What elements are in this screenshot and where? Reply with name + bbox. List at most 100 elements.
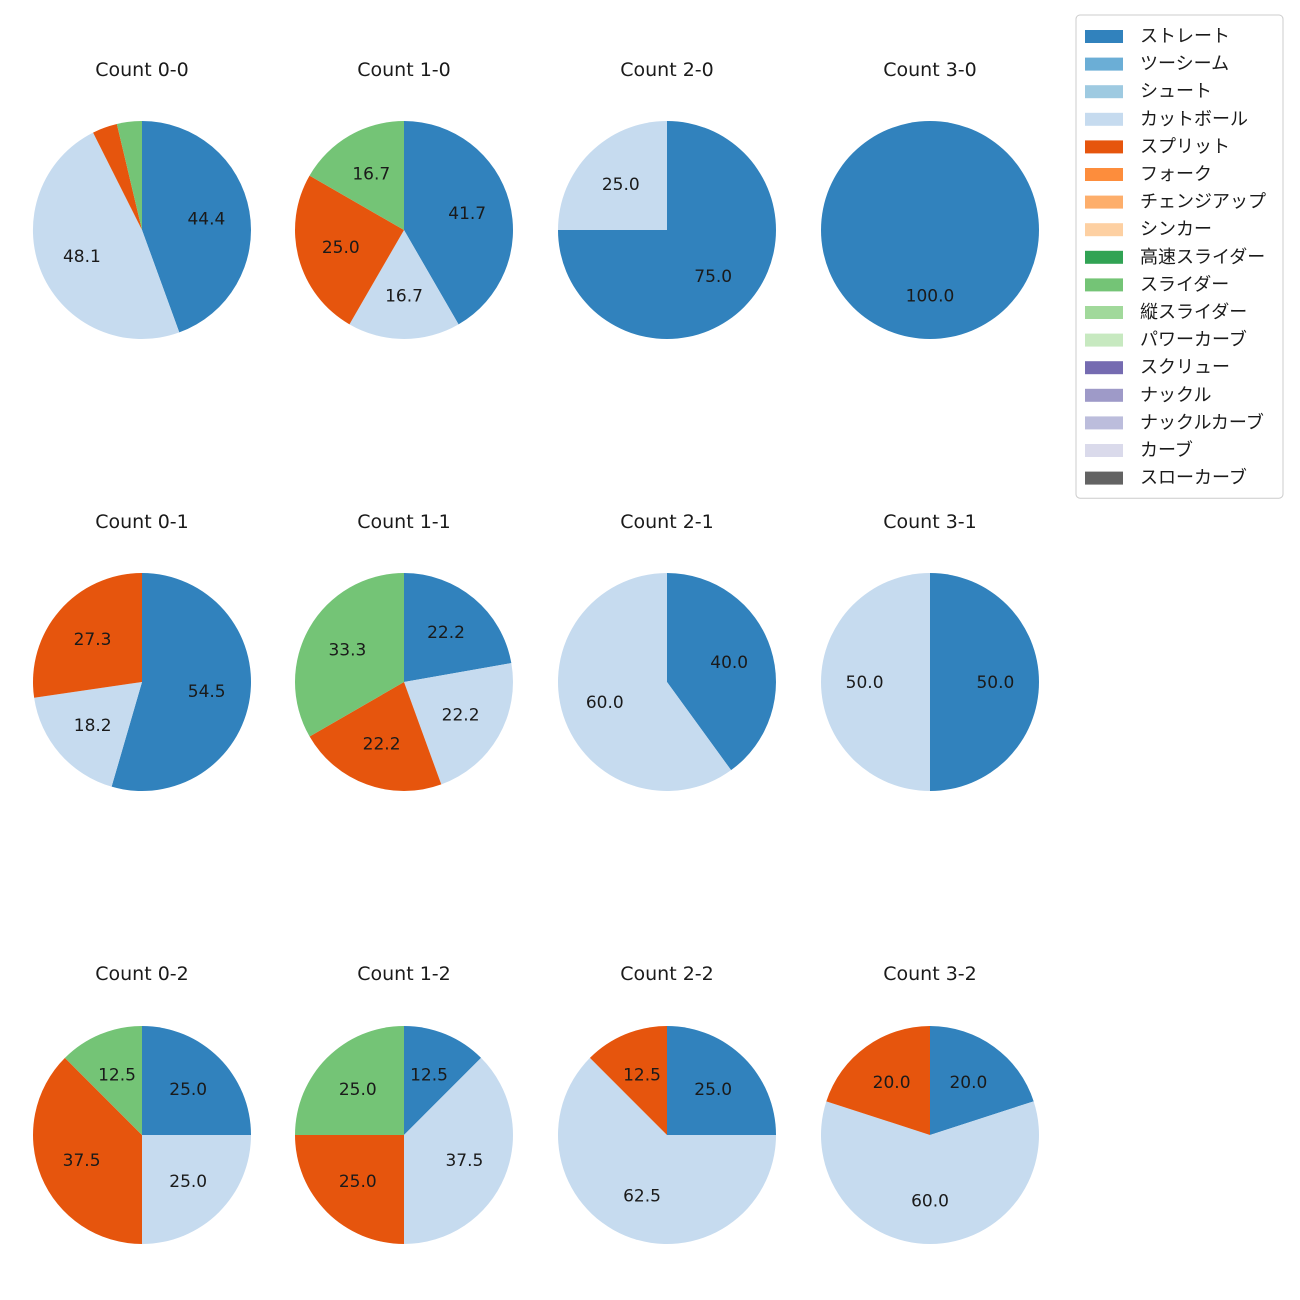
pie-slice xyxy=(111,573,252,791)
pie-slice xyxy=(142,1135,251,1244)
pie-title: Count 3-1 xyxy=(883,511,977,533)
slice-label: 20.0 xyxy=(949,1073,987,1093)
pie-2: Count 1-0 41.7 16.7 25.0 16.7 xyxy=(295,59,514,340)
pie-5: Count 0-1 54.5 18.2 27.3 xyxy=(33,511,252,791)
slice-label: 25.0 xyxy=(339,1080,377,1100)
pie-title: Count 0-2 xyxy=(95,963,189,985)
pie-slice xyxy=(34,682,142,787)
slice-label: 40.0 xyxy=(710,653,748,673)
legend-entry: パワーカーブ xyxy=(1140,329,1247,351)
pie-8: Count 3-1 50.0 50.0 xyxy=(821,511,1039,791)
legend-entry: ナックル xyxy=(1140,385,1211,406)
pie-slice xyxy=(93,123,142,230)
pie-4: Count 3-0 100.0 xyxy=(821,59,1039,339)
pie-slice xyxy=(295,1026,404,1135)
pie-1: Count 0-0 44.4 48.1 xyxy=(32,59,252,340)
slice-label: 12.5 xyxy=(410,1066,448,1086)
pie-slice xyxy=(667,573,776,771)
legend-entry: スライダー xyxy=(1140,274,1229,295)
pie-slice xyxy=(142,1026,251,1135)
slice-label: 25.0 xyxy=(694,1080,732,1100)
legend-swatch xyxy=(1085,306,1123,319)
slice-label: 22.2 xyxy=(442,706,480,726)
slice-label: 22.2 xyxy=(363,735,401,755)
pie-3: Count 2-0 75.0 25.0 xyxy=(558,59,776,339)
slice-label: 50.0 xyxy=(846,673,884,693)
pie-slice xyxy=(404,1026,482,1135)
slice-label: 12.5 xyxy=(98,1066,136,1086)
slice-label: 25.0 xyxy=(322,238,360,258)
pie-slice xyxy=(309,121,404,230)
legend-entry: ツーシーム xyxy=(1140,54,1229,75)
pie-slice xyxy=(349,230,459,340)
pie-slice xyxy=(589,1026,667,1135)
legend-swatch xyxy=(1085,444,1123,457)
legend-entry: フォーク xyxy=(1140,164,1212,185)
pie-slice xyxy=(295,175,404,325)
legend-swatch xyxy=(1085,223,1123,237)
legend-swatch xyxy=(1085,112,1123,126)
pies-group: Count 0-0 44.4 48.1 Count 1-0 41.7 16.7 25.0 16… xyxy=(32,59,1040,1245)
slice-label: 12.5 xyxy=(623,1066,661,1086)
legend-swatch xyxy=(1085,85,1123,99)
legend-entry: スローカーブ xyxy=(1140,467,1247,489)
legend: ストレートツーシームシュートカットボールスプリットフォークチェンジアップシンカー… xyxy=(1075,14,1284,499)
slice-label: 25.0 xyxy=(339,1172,377,1192)
pie-slice xyxy=(309,682,442,792)
legend-entry: カットボール xyxy=(1140,109,1248,130)
pie-slice xyxy=(404,1057,513,1244)
slice-label: 37.5 xyxy=(63,1151,101,1171)
legend-entry: カーブ xyxy=(1140,439,1193,461)
legend-entry: ストレート xyxy=(1140,26,1230,47)
pie-title: Count 0-1 xyxy=(95,511,189,533)
slice-label: 44.4 xyxy=(187,210,225,230)
slice-label: 18.2 xyxy=(74,716,112,736)
legend-swatch xyxy=(1085,250,1123,264)
legend-swatch xyxy=(1085,278,1123,292)
pie-title: Count 1-0 xyxy=(357,59,451,81)
slice-label: 75.0 xyxy=(694,267,732,287)
legend-entry: スクリュー xyxy=(1140,357,1230,378)
slice-label: 25.0 xyxy=(169,1172,207,1192)
pie-slice xyxy=(557,572,732,791)
slice-label: 33.3 xyxy=(328,640,366,660)
pie-slice xyxy=(116,121,142,230)
legend-swatch xyxy=(1085,168,1123,181)
slice-label: 37.5 xyxy=(445,1151,483,1171)
pie-7: Count 2-1 40.0 60.0 xyxy=(557,511,776,791)
legend-entry: スプリット xyxy=(1140,136,1230,157)
legend-swatch xyxy=(1085,57,1123,71)
pie-slice xyxy=(295,1135,404,1244)
pie-title: Count 1-1 xyxy=(357,511,451,533)
slice-label: 54.5 xyxy=(188,682,226,702)
pie-title: Count 3-0 xyxy=(883,59,977,81)
slice-label: 50.0 xyxy=(976,673,1014,693)
legend-swatch xyxy=(1085,30,1123,43)
legend-frame xyxy=(1075,14,1284,499)
legend-entry: 高速スライダー xyxy=(1140,247,1265,268)
pie-slice xyxy=(404,121,514,325)
pie-9: Count 0-2 25.0 25.0 37.5 12.5 xyxy=(33,963,251,1244)
pie-title: Count 2-0 xyxy=(620,59,714,81)
legend-swatch xyxy=(1085,471,1123,485)
pie-slice xyxy=(821,1101,1040,1244)
legend-entry: 縦スライダー xyxy=(1140,302,1247,323)
slice-label: 60.0 xyxy=(911,1191,949,1211)
slice-label: 16.7 xyxy=(352,164,390,184)
slice-label: 60.0 xyxy=(586,693,624,713)
pie-title: Count 2-1 xyxy=(620,511,714,533)
pie-title: Count 3-2 xyxy=(883,963,977,985)
legend-entry: ナックルカーブ xyxy=(1140,411,1264,433)
slice-label: 25.0 xyxy=(602,175,640,195)
slice-label: 20.0 xyxy=(873,1073,911,1093)
legend-swatch xyxy=(1085,388,1123,402)
pie-6: Count 1-1 22.2 22.2 22.2 33.3 xyxy=(294,511,513,792)
slice-label: 100.0 xyxy=(906,286,955,306)
pie-slice xyxy=(64,1026,142,1135)
legend-entry: チェンジアップ xyxy=(1140,192,1266,213)
pie-slice xyxy=(930,573,1039,791)
pie-slice xyxy=(32,132,180,340)
slice-label: 16.7 xyxy=(385,286,423,306)
pie-slice xyxy=(667,1026,776,1135)
